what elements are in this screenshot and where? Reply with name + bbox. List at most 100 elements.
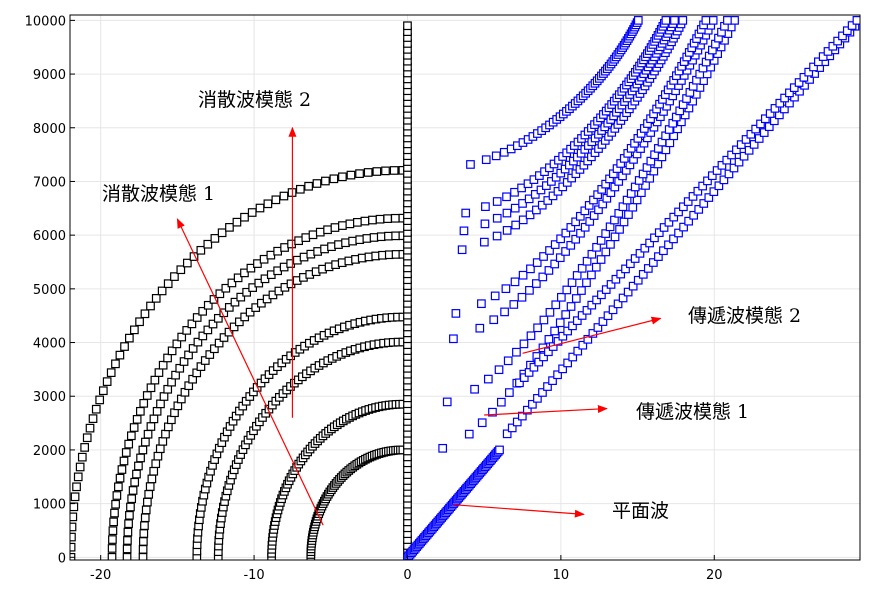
plane-wave-point <box>669 234 678 244</box>
propagating-mode-point <box>561 247 570 256</box>
propagating-mode-point <box>550 326 559 336</box>
evanescent-mode-point <box>85 423 95 433</box>
evanescent-mode-point <box>158 437 168 446</box>
evanescent-mode-point <box>346 170 356 180</box>
propagating-mode-point <box>585 217 595 226</box>
evanescent-mode-point <box>135 317 144 327</box>
plane-wave-point <box>628 281 638 291</box>
evanescent-mode-point <box>208 319 218 329</box>
plane-wave-point <box>799 72 809 82</box>
evanescent-mode-point <box>154 368 164 377</box>
evanescent-mode-point <box>126 502 135 512</box>
evanescent-mode-point <box>166 415 176 425</box>
propagating-mode-point <box>624 210 633 219</box>
plane-wave-point <box>714 181 724 191</box>
propagating-mode-point <box>591 262 601 272</box>
evanescent-mode-point <box>143 429 153 439</box>
propagating-mode-point <box>477 299 486 309</box>
plane-wave-point <box>722 155 732 165</box>
evanescent-mode-point <box>73 472 83 482</box>
propagating-mode-point <box>556 234 565 244</box>
propagating-mode-point <box>518 199 527 208</box>
evanescent-mode-point <box>304 181 313 191</box>
plane-wave-point <box>650 233 659 243</box>
propagating-mode-point <box>477 418 487 428</box>
y-tick-label: 3000 <box>33 390 66 405</box>
plane-wave-point <box>592 295 601 305</box>
evanescent-mode-point <box>234 317 244 327</box>
plane-wave-point <box>709 187 719 197</box>
plane-wave-point <box>746 129 756 139</box>
evanescent-mode-point <box>280 243 289 252</box>
propagating-mode-point <box>489 315 499 325</box>
plane-wave-point <box>563 326 573 336</box>
propagating-mode-point <box>580 222 590 232</box>
evanescent-mode-point <box>138 545 148 554</box>
evanescent-mode-point <box>98 386 108 396</box>
plane-wave-point <box>588 329 598 338</box>
plane-wave-point <box>568 352 578 362</box>
evanescent-mode-point <box>271 195 281 205</box>
plane-wave-point <box>744 145 754 155</box>
y-tick-label: 8000 <box>33 122 66 137</box>
evanescent-mode-point <box>227 278 237 288</box>
plane-wave-point <box>707 171 717 181</box>
propagating-mode-point <box>606 240 615 249</box>
evanescent-mode-point <box>376 232 386 242</box>
propagating-mode-point <box>657 152 667 162</box>
evanescent-mode-point <box>70 492 80 502</box>
propagating-mode-point <box>538 272 548 282</box>
plane-wave-point <box>775 110 784 120</box>
propagating-mode-point <box>510 187 519 197</box>
evanescent-mode-point <box>177 332 187 342</box>
propagating-mode-point <box>475 323 485 333</box>
evanescent-mode-point <box>381 166 390 176</box>
plane-wave-point <box>842 26 852 36</box>
propagating-mode-point <box>483 374 493 384</box>
evanescent-mode-point <box>312 179 322 188</box>
evanescent-mode-point <box>383 214 393 223</box>
evanescent-mode-point <box>295 184 305 194</box>
plane-wave-point <box>502 429 512 439</box>
propagating-mode-point <box>628 202 638 212</box>
plane-wave-point <box>727 150 736 160</box>
evanescent-mode-point <box>77 452 87 462</box>
propagating-mode-point <box>510 277 520 287</box>
propagating-mode-point <box>587 249 597 259</box>
plane-wave-point <box>573 346 583 356</box>
x-tick-label: -10 <box>243 568 264 583</box>
plane-wave-point <box>495 445 504 455</box>
evanescent-mode-point <box>80 443 90 452</box>
plane-wave-point <box>643 264 653 273</box>
propagating-mode-point <box>562 178 572 187</box>
evanescent-mode-point <box>70 512 78 522</box>
evanescent-mode-point <box>205 350 215 359</box>
evanescent-mode-point <box>117 465 127 474</box>
evanescent-mode-point <box>369 233 379 242</box>
evanescent-mode-point <box>70 502 79 512</box>
plane-wave-point <box>838 31 847 41</box>
evanescent-mode-point <box>124 519 133 529</box>
evanescent-mode-point <box>127 494 137 504</box>
plane-wave-point <box>572 316 582 326</box>
evanescent-mode-point <box>372 167 382 176</box>
evanescent-mode-point <box>334 240 343 249</box>
propagating-mode-point <box>438 443 448 453</box>
plane-wave-point <box>736 140 746 149</box>
propagating-mode-point <box>470 384 479 394</box>
data-marks <box>70 16 860 560</box>
annotation-label: 消散波模態 2 <box>198 89 311 111</box>
evanescent-mode-point <box>107 544 117 553</box>
plane-wave-point <box>684 216 693 226</box>
plane-wave-point <box>633 275 643 285</box>
evanescent-mode-point <box>308 230 318 240</box>
plane-wave-point <box>724 169 734 179</box>
evanescent-mode-point <box>123 536 132 545</box>
evanescent-mode-point <box>132 415 142 424</box>
propagating-mode-point <box>496 397 506 407</box>
propagating-mode-point <box>582 256 592 266</box>
propagating-mode-point <box>494 365 504 375</box>
annotation-label: 傳遞波模態 2 <box>688 305 801 327</box>
plane-wave-point <box>623 287 633 297</box>
evanescent-mode-point <box>348 236 357 246</box>
